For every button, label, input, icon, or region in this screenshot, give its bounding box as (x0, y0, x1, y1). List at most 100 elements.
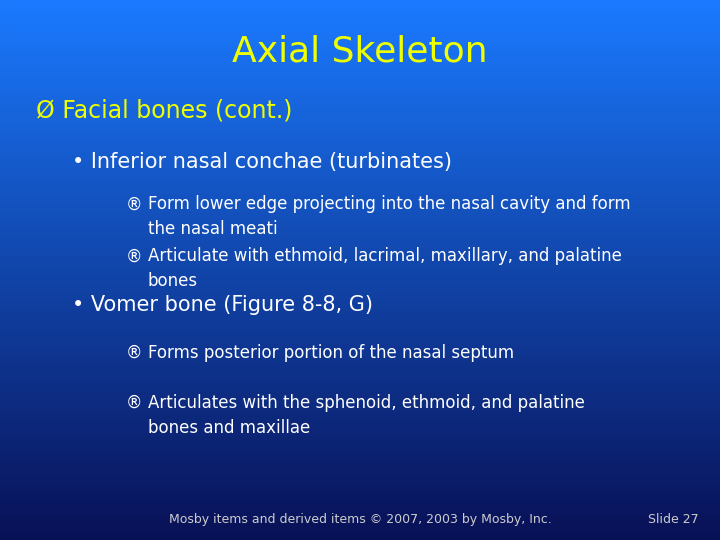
Bar (0, 216, 720, 219)
Bar (0, 73, 720, 76)
Bar (0, 227, 720, 229)
Bar (0, 103, 720, 105)
Bar (0, 435, 720, 437)
Bar (0, 405, 720, 408)
Bar (0, 286, 720, 289)
Bar (0, 94, 720, 97)
Bar (0, 178, 720, 181)
Bar (0, 76, 720, 78)
Bar (0, 424, 720, 427)
Bar (0, 81, 720, 84)
Bar (0, 321, 720, 324)
Bar (0, 513, 720, 516)
Bar (0, 35, 720, 38)
Bar (0, 202, 720, 205)
Bar (0, 219, 720, 221)
Bar (0, 327, 720, 329)
Bar (0, 524, 720, 526)
Bar (0, 416, 720, 418)
Bar (0, 70, 720, 73)
Bar (0, 316, 720, 319)
Bar (0, 478, 720, 481)
Bar (0, 464, 720, 467)
Text: Ø Facial bones (cont.): Ø Facial bones (cont.) (36, 99, 292, 123)
Bar (0, 259, 720, 262)
Bar (0, 38, 720, 40)
Bar (0, 165, 720, 167)
Bar (0, 143, 720, 146)
Bar (0, 332, 720, 335)
Bar (0, 127, 720, 130)
Bar (0, 437, 720, 440)
Bar (0, 105, 720, 108)
Bar (0, 151, 720, 154)
Bar (0, 167, 720, 170)
Bar (0, 251, 720, 254)
Bar (0, 278, 720, 281)
Bar (0, 448, 720, 451)
Text: Articulates with the sphenoid, ethmoid, and palatine
bones and maxillae: Articulates with the sphenoid, ethmoid, … (148, 394, 585, 437)
Bar (0, 454, 720, 456)
Bar (0, 246, 720, 248)
Bar (0, 427, 720, 429)
Bar (0, 97, 720, 100)
Text: Forms posterior portion of the nasal septum: Forms posterior portion of the nasal sep… (148, 344, 514, 362)
Bar (0, 184, 720, 186)
Bar (0, 410, 720, 413)
Bar (0, 302, 720, 305)
Bar (0, 221, 720, 224)
Bar (0, 497, 720, 500)
Bar (0, 124, 720, 127)
Bar (0, 162, 720, 165)
Bar (0, 11, 720, 14)
Text: ®: ® (126, 247, 143, 265)
Bar (0, 494, 720, 497)
Bar (0, 181, 720, 184)
Bar (0, 122, 720, 124)
Bar (0, 397, 720, 400)
Bar (0, 470, 720, 472)
Bar (0, 418, 720, 421)
Bar (0, 486, 720, 489)
Bar (0, 0, 720, 3)
Bar (0, 297, 720, 300)
Bar (0, 100, 720, 103)
Bar (0, 500, 720, 502)
Text: Form lower edge projecting into the nasal cavity and form
the nasal meati: Form lower edge projecting into the nasa… (148, 195, 630, 239)
Bar (0, 370, 720, 373)
Bar (0, 30, 720, 32)
Bar (0, 40, 720, 43)
Bar (0, 491, 720, 494)
Bar (0, 305, 720, 308)
Bar (0, 89, 720, 92)
Bar (0, 213, 720, 216)
Bar (0, 49, 720, 51)
Bar (0, 132, 720, 135)
Bar (0, 324, 720, 327)
Text: Articulate with ethmoid, lacrimal, maxillary, and palatine
bones: Articulate with ethmoid, lacrimal, maxil… (148, 247, 621, 291)
Bar (0, 472, 720, 475)
Text: Mosby items and derived items © 2007, 2003 by Mosby, Inc.: Mosby items and derived items © 2007, 20… (168, 513, 552, 526)
Bar (0, 86, 720, 89)
Bar (0, 159, 720, 162)
Bar (0, 78, 720, 81)
Bar (0, 256, 720, 259)
Bar (0, 240, 720, 243)
Bar (0, 211, 720, 213)
Bar (0, 138, 720, 140)
Bar (0, 24, 720, 27)
Bar (0, 235, 720, 238)
Bar (0, 51, 720, 54)
Bar (0, 359, 720, 362)
Bar (0, 300, 720, 302)
Bar (0, 248, 720, 251)
Bar (0, 467, 720, 470)
Bar (0, 383, 720, 386)
Bar (0, 186, 720, 189)
Bar (0, 483, 720, 486)
Bar (0, 308, 720, 310)
Bar (0, 84, 720, 86)
Bar (0, 208, 720, 211)
Bar (0, 481, 720, 483)
Bar (0, 289, 720, 292)
